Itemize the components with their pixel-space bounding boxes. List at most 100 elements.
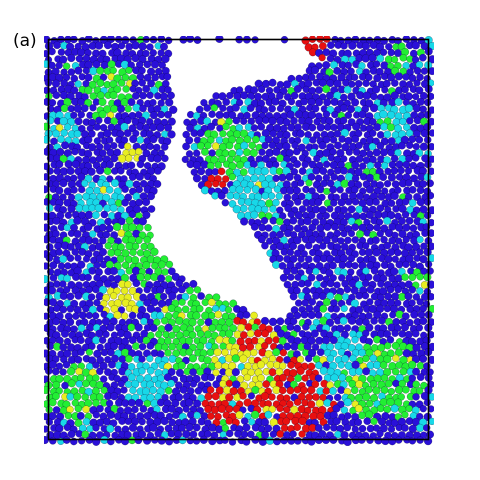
particle xyxy=(376,54,385,63)
particle xyxy=(219,129,227,138)
particle xyxy=(419,117,428,126)
particle xyxy=(283,193,292,202)
particle xyxy=(289,242,298,251)
particle xyxy=(98,149,107,158)
particle xyxy=(250,410,260,419)
particle xyxy=(208,324,217,332)
particle xyxy=(302,185,310,194)
particle xyxy=(322,61,331,70)
particle xyxy=(272,198,280,207)
particle xyxy=(66,166,75,176)
particle xyxy=(84,222,93,232)
particle xyxy=(99,123,108,132)
particle xyxy=(369,380,378,388)
particle xyxy=(419,405,427,413)
particle xyxy=(398,379,407,388)
particle xyxy=(150,247,159,256)
particle xyxy=(88,230,97,238)
particle xyxy=(125,66,133,75)
particle xyxy=(186,286,194,295)
particle xyxy=(52,129,60,138)
particle xyxy=(59,280,67,288)
particle xyxy=(296,366,305,375)
particle xyxy=(260,167,269,176)
particle xyxy=(387,199,396,207)
particle xyxy=(139,104,147,113)
particle xyxy=(362,267,370,275)
particle xyxy=(394,299,402,307)
particle xyxy=(132,342,140,350)
particle xyxy=(268,78,277,87)
particle xyxy=(364,385,373,394)
particle xyxy=(293,84,302,94)
particle xyxy=(278,262,287,270)
particle xyxy=(322,84,331,94)
particle xyxy=(116,254,125,263)
particle xyxy=(391,341,400,350)
particle xyxy=(197,167,206,176)
particle xyxy=(82,417,91,426)
particle xyxy=(178,298,186,306)
particle xyxy=(411,55,420,64)
particle xyxy=(383,354,392,364)
particle xyxy=(393,124,403,133)
particle xyxy=(245,342,255,351)
particle xyxy=(298,167,307,176)
particle xyxy=(311,380,320,389)
particle xyxy=(285,400,294,409)
particle xyxy=(62,286,71,294)
particle xyxy=(106,424,115,433)
particle xyxy=(390,79,399,87)
particle xyxy=(398,217,406,225)
particle xyxy=(96,367,104,376)
particle xyxy=(122,85,130,93)
particle xyxy=(410,310,419,319)
particle xyxy=(362,392,371,402)
particle xyxy=(319,166,328,176)
particle xyxy=(185,150,194,158)
particle xyxy=(296,179,305,187)
particle xyxy=(164,123,173,132)
particle xyxy=(67,53,76,63)
particle xyxy=(405,179,413,187)
particle xyxy=(294,273,302,281)
particle xyxy=(363,417,372,426)
particle xyxy=(66,367,76,376)
particle xyxy=(373,186,382,195)
particle xyxy=(326,354,335,363)
particle xyxy=(167,130,176,139)
particle xyxy=(91,285,100,294)
particle xyxy=(347,205,356,214)
particle xyxy=(131,41,140,50)
particle xyxy=(246,329,255,338)
particle xyxy=(390,191,399,201)
particle xyxy=(127,323,136,332)
particle xyxy=(337,361,345,369)
particle xyxy=(293,436,302,445)
particle xyxy=(150,273,159,282)
particle xyxy=(260,391,270,401)
particle xyxy=(345,148,353,156)
particle xyxy=(323,187,331,196)
particle xyxy=(301,374,309,382)
particle xyxy=(310,329,319,338)
particle xyxy=(362,242,370,250)
particle xyxy=(167,117,176,126)
particle xyxy=(428,393,434,401)
particle xyxy=(157,149,165,157)
particle xyxy=(194,386,203,395)
particle xyxy=(423,247,432,257)
particle xyxy=(175,316,184,325)
particle xyxy=(264,135,273,144)
particle xyxy=(415,324,424,332)
particle xyxy=(51,79,61,88)
particle xyxy=(423,110,432,119)
particle xyxy=(379,424,388,433)
particle xyxy=(134,323,143,332)
particle xyxy=(168,291,177,301)
particle xyxy=(159,292,168,301)
particle xyxy=(340,406,349,414)
particle xyxy=(63,274,71,283)
particle xyxy=(376,429,384,438)
particle xyxy=(355,367,364,376)
